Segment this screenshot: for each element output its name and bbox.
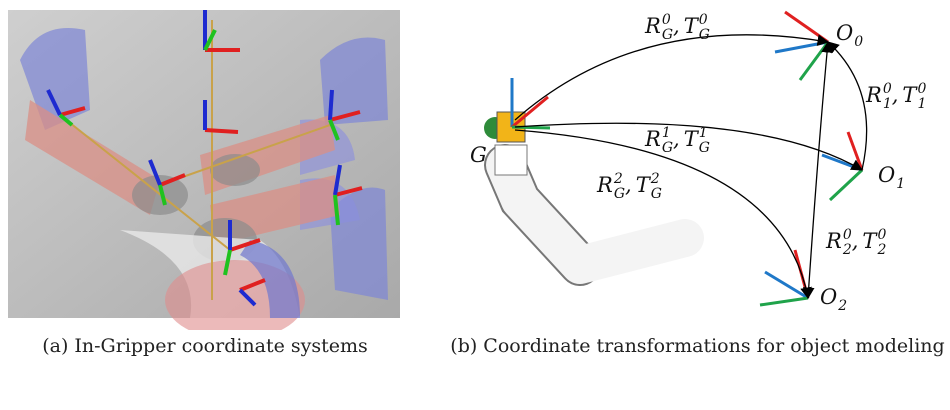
math-base: R xyxy=(644,127,661,151)
math-sup: 0 xyxy=(877,227,886,243)
math-sub: G xyxy=(614,186,625,202)
math-sup: 1 xyxy=(699,125,708,141)
math-sup: 0 xyxy=(662,12,671,28)
math-sub: 2 xyxy=(837,298,847,314)
math-sub: G xyxy=(662,140,673,156)
caption: (a) In-Gripper coordinate systems xyxy=(25,330,385,363)
math-base: O xyxy=(878,163,895,187)
math-base: T xyxy=(684,127,700,151)
math-base: R xyxy=(596,173,613,197)
math-sub: 1 xyxy=(883,96,892,112)
math-separator: , xyxy=(852,229,859,253)
math-sub: 0 xyxy=(854,34,863,50)
math-separator: , xyxy=(673,127,680,151)
math-sub: 1 xyxy=(917,96,926,112)
math-base: R xyxy=(644,14,661,38)
math-sup: 0 xyxy=(883,81,892,97)
math-sub: G xyxy=(662,27,673,43)
math-base: O xyxy=(820,285,837,309)
math-sup: 1 xyxy=(662,125,671,141)
math-sub: G xyxy=(651,186,662,202)
math-sub: 2 xyxy=(842,242,852,258)
math-separator: , xyxy=(673,14,680,38)
math-sub: 1 xyxy=(896,176,905,192)
math-sub: G xyxy=(699,27,710,43)
math-base: T xyxy=(902,83,918,107)
math-separator: , xyxy=(892,83,899,107)
math-base: R xyxy=(865,83,882,107)
math-base: G xyxy=(470,143,487,167)
render-image xyxy=(8,10,400,330)
math-base: T xyxy=(636,173,652,197)
math-separator: , xyxy=(625,173,632,197)
math-sup: 0 xyxy=(843,227,852,243)
figure: GO0O1O2R0G,T0GR1G,T1GR2G,T2GR01,T01R02,T… xyxy=(0,0,950,410)
math-base: O xyxy=(836,21,853,45)
math-base: T xyxy=(862,229,878,253)
math-base: T xyxy=(684,14,700,38)
math-sub: G xyxy=(699,140,710,156)
math-sup: 2 xyxy=(650,171,660,187)
math-base: R xyxy=(825,229,842,253)
caption: (b) Coordinate transformations for objec… xyxy=(445,330,950,363)
math-sup: 0 xyxy=(699,12,708,28)
math-sup: 2 xyxy=(613,171,623,187)
math-sub: 2 xyxy=(876,242,886,258)
math-sup: 0 xyxy=(917,81,926,97)
